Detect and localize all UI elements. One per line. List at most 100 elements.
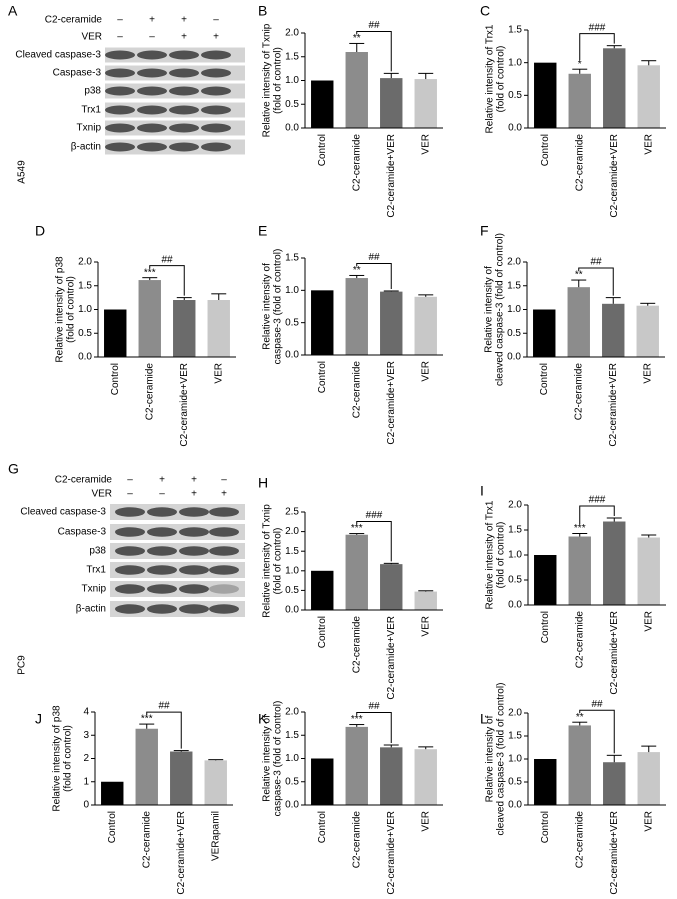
panel-letter: K <box>258 711 268 727</box>
x-tick-label: Control <box>317 134 328 166</box>
y-tick-label: 0.0 <box>508 600 522 611</box>
y-tick-label: 0.0 <box>507 352 521 363</box>
blot-band <box>105 142 135 152</box>
treatment-sign: – <box>221 475 227 486</box>
y-axis-label: cleaved caspase-3 (fold of control) <box>495 233 506 386</box>
cell-line: PC9 <box>17 655 28 675</box>
y-tick-label: 3 <box>83 730 89 741</box>
bar <box>414 749 437 805</box>
bar <box>568 73 591 128</box>
blot-strip <box>110 562 245 578</box>
y-tick-label: 1.0 <box>285 565 299 576</box>
blot-band <box>179 527 209 537</box>
blot-band <box>137 105 167 115</box>
y-tick-label: 1.5 <box>508 525 522 536</box>
x-tick-label: C2-ceramide <box>351 616 362 674</box>
x-tick-label: Control <box>540 811 551 843</box>
error-bar <box>606 517 622 522</box>
star-label: *** <box>144 267 156 278</box>
star-label: *** <box>351 714 363 725</box>
y-tick-label: 0.5 <box>285 99 299 110</box>
y-axis-label: Relative intensity of Trx1 <box>485 500 496 609</box>
x-tick-label: VER <box>420 616 431 637</box>
blot-band <box>169 105 199 115</box>
y-tick-label: 1.0 <box>508 754 522 765</box>
bar <box>636 305 659 357</box>
blot-band <box>169 68 199 78</box>
y-tick-label: 1.5 <box>507 280 521 291</box>
y-tick-label: 2.0 <box>285 28 299 39</box>
star-label: *** <box>141 714 153 725</box>
bracket-label: ### <box>589 495 606 506</box>
bar <box>534 62 557 128</box>
blot-band <box>105 86 135 96</box>
blot-band <box>209 527 239 537</box>
blot-band <box>209 507 239 517</box>
treatment-label: C2-ceramide <box>45 15 103 26</box>
blot-row-label: Caspase-3 <box>53 68 102 79</box>
y-tick-label: 2 <box>83 753 89 764</box>
bar <box>204 760 227 805</box>
bar <box>637 65 660 128</box>
y-tick-label: 1.5 <box>285 546 299 557</box>
bar <box>603 48 626 128</box>
bar <box>568 536 591 605</box>
treatment-sign: – <box>159 489 165 500</box>
x-tick-label: C2-ceramide+VER <box>609 134 620 218</box>
error-bar <box>418 294 434 297</box>
bracket-label: ## <box>368 701 380 712</box>
treatment-sign: – <box>117 15 123 26</box>
blot-band <box>105 123 135 133</box>
bracket <box>146 711 182 749</box>
y-tick-label: 0.0 <box>508 800 522 811</box>
bracket <box>579 505 615 525</box>
blot-row-label: Trx1 <box>81 105 101 116</box>
blot-band <box>147 527 177 537</box>
blot-band <box>201 123 231 133</box>
bar <box>567 287 590 357</box>
x-tick-label: C2-ceramide+VER <box>386 811 397 895</box>
x-tick-label: VERapamil <box>210 811 221 861</box>
blot-band <box>137 123 167 133</box>
y-axis-label: (fold of control) <box>63 725 74 792</box>
y-axis-label: Relative intensity of Txnip <box>262 23 273 137</box>
error-bar <box>173 750 189 752</box>
bar <box>170 751 193 805</box>
blot-strip <box>110 581 245 597</box>
bar <box>311 758 334 805</box>
y-axis-label: Relative intensity of p38 <box>52 705 63 812</box>
x-tick-label: C2-ceramide <box>574 611 585 669</box>
blot-band <box>147 604 177 614</box>
cell-line: A549 <box>17 160 28 184</box>
bar <box>345 278 368 355</box>
y-tick-label: 0.0 <box>285 123 299 134</box>
y-axis-label: Relative intensity of Txnip <box>262 504 273 618</box>
bar <box>534 759 557 805</box>
blot-row-label: β-actin <box>76 604 106 615</box>
panel-letter: H <box>258 475 268 491</box>
x-tick-label: Control <box>317 616 328 648</box>
blot-band <box>105 68 135 78</box>
blot-band <box>169 86 199 96</box>
error-bar <box>572 533 588 537</box>
x-tick-label: C2-ceramide+VER <box>176 811 187 895</box>
error-bar <box>605 297 621 304</box>
bracket <box>149 265 185 296</box>
blot-row-label: Caspase-3 <box>58 527 107 538</box>
error-bar <box>418 746 434 750</box>
blot-band <box>201 105 231 115</box>
y-tick-label: 2.0 <box>285 526 299 537</box>
blot-row-label: Txnip <box>82 584 107 595</box>
bar <box>602 303 625 357</box>
y-tick-label: 1.5 <box>285 253 299 264</box>
y-tick-label: 1 <box>83 776 89 787</box>
bar <box>380 564 403 610</box>
y-tick-label: 1.0 <box>508 57 522 68</box>
error-bar <box>641 534 657 538</box>
blot-band <box>209 604 239 614</box>
y-axis-label: (fold of control) <box>273 47 284 114</box>
y-tick-label: 0.5 <box>508 90 522 101</box>
error-bar <box>640 302 656 306</box>
x-tick-label: C2-ceramide+VER <box>386 361 397 445</box>
